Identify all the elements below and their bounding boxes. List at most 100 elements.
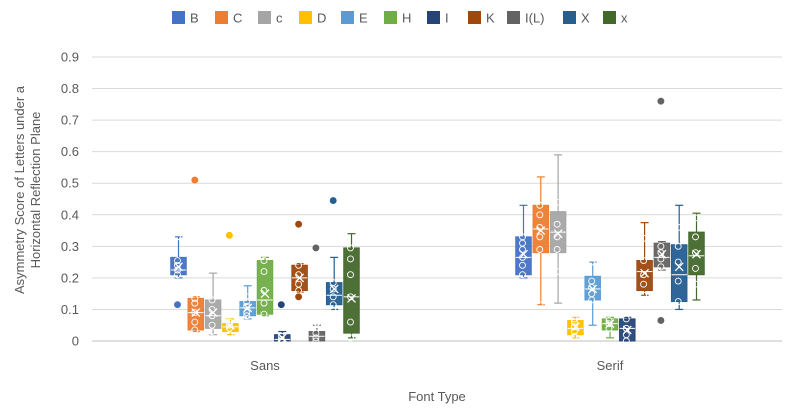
data-point [570, 315, 578, 323]
outlier-point [657, 97, 665, 105]
box-c-sans [204, 272, 222, 336]
box-body [515, 236, 532, 276]
data-point [588, 277, 596, 285]
data-point [536, 201, 544, 209]
data-point [657, 242, 665, 250]
legend-label-x: x [621, 11, 628, 26]
legend-swatch-D [299, 11, 312, 24]
data-point [174, 257, 181, 264]
outlier-point [225, 231, 233, 239]
data-point [570, 332, 578, 340]
box-B-sans [170, 233, 187, 309]
x-category-label: Serif [597, 358, 624, 373]
y-tick-label: 0.5 [61, 176, 79, 191]
data-point [640, 291, 648, 299]
data-point [329, 279, 337, 287]
data-point [570, 328, 578, 335]
data-point [692, 264, 699, 272]
x-axis-categories: Sans Serif [250, 358, 624, 373]
legend-label-K: K [486, 11, 495, 26]
legend-label-I: I [445, 11, 449, 26]
data-point [174, 271, 181, 279]
data-point [191, 326, 199, 334]
data-point [174, 261, 181, 269]
mean-marker [674, 262, 684, 272]
box-D-serif [567, 315, 584, 340]
data-point [312, 334, 320, 342]
data-point [519, 261, 526, 269]
y-tick-label: 0.4 [61, 207, 79, 222]
box-B-serif [515, 204, 532, 279]
box-K-sans [291, 220, 308, 301]
data-point [312, 337, 320, 345]
data-point [553, 233, 561, 241]
box-E-sans [239, 285, 256, 320]
outlier-point [657, 317, 665, 324]
data-point [536, 211, 544, 219]
box-body [670, 244, 688, 303]
mean-marker [243, 303, 253, 313]
box-D-sans [222, 231, 239, 339]
data-point [277, 335, 285, 343]
box-C-sans [187, 176, 205, 334]
data-point [692, 233, 699, 241]
outlier-point [329, 197, 337, 205]
data-point [536, 223, 544, 231]
outlier-point [295, 220, 303, 228]
y-tick-label: 0.9 [61, 50, 79, 65]
data-point [519, 271, 526, 279]
data-point [553, 268, 561, 276]
data-point [605, 324, 613, 332]
data-point [519, 253, 526, 261]
box-I(L)-serif [653, 97, 671, 324]
data-point [208, 321, 216, 329]
data-point [260, 299, 268, 307]
box-body [204, 299, 222, 329]
box-body [343, 247, 360, 334]
data-point [640, 234, 648, 242]
data-point [243, 302, 251, 310]
box-H-sans [256, 256, 274, 318]
x-axis-title: Font Type [408, 389, 466, 404]
data-point [191, 318, 199, 326]
data-point [657, 263, 665, 271]
y-tick-label: 0 [72, 334, 79, 349]
data-point [347, 293, 354, 301]
box-K-serif [636, 222, 653, 299]
outlier-point [191, 176, 199, 184]
plot-area [170, 97, 705, 345]
legend-swatch-c [258, 11, 271, 24]
data-point [640, 280, 648, 288]
legend-label-B: B [190, 11, 199, 26]
data-point [605, 293, 613, 301]
data-point [674, 277, 682, 285]
data-point [674, 223, 682, 231]
box-x-serif [688, 212, 705, 301]
box-X-serif [670, 204, 688, 311]
data-point [605, 317, 613, 324]
mean-marker [312, 322, 322, 332]
outlier-point [174, 301, 181, 309]
box-H-serif [601, 283, 619, 339]
data-point [347, 255, 354, 263]
y-tick-label: 0.2 [61, 270, 79, 285]
data-point [174, 233, 181, 241]
data-point [208, 305, 216, 313]
data-point [312, 329, 320, 337]
data-point [692, 280, 699, 288]
data-point [553, 220, 561, 228]
outlier-point [295, 293, 303, 301]
mean-marker [347, 293, 356, 303]
data-point [674, 242, 682, 250]
data-point [347, 334, 354, 342]
data-point [295, 261, 303, 269]
data-point [622, 324, 630, 332]
data-point [225, 321, 233, 329]
legend-swatch-x [603, 11, 616, 24]
mean-marker [692, 249, 701, 259]
data-point [640, 257, 648, 264]
box-I-serif [619, 315, 636, 345]
data-point [260, 287, 268, 294]
data-point [277, 332, 285, 340]
